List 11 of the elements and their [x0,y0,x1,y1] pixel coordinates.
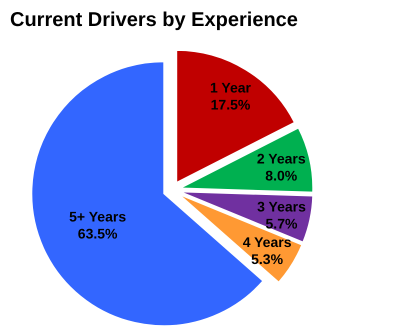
slice-label: 4 Years [242,234,292,250]
data-label: 63.5% [78,226,118,242]
data-label: 17.5% [210,96,251,113]
chart-title: Current Drivers by Experience [10,9,298,31]
slice-label: 1 Year [210,80,252,96]
slice-label: 3 Years [257,198,306,214]
slice-label: 2 Years [256,150,306,167]
data-label: 5.3% [251,251,284,268]
data-label: 8.0% [265,168,298,184]
slice-label: 5+ Years [69,208,126,225]
data-label: 5.7% [266,215,298,232]
